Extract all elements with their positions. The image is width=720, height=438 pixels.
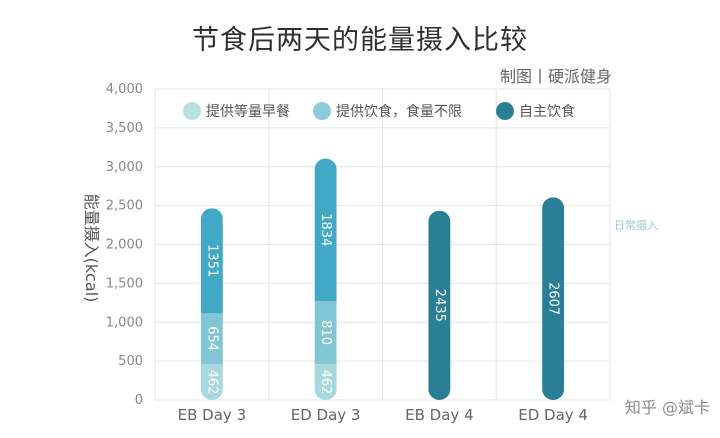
data-label: 2607 <box>546 282 561 315</box>
chart-credit: 制图丨硬派健身 <box>499 67 612 86</box>
legend-label: 提供饮食，食量不限 <box>336 103 462 120</box>
bar-segment <box>542 197 565 400</box>
bar-group <box>200 208 223 400</box>
bar-segment <box>200 364 223 400</box>
y-tick-label: 1,000 <box>106 315 143 330</box>
legend-label: 提供等量早餐 <box>206 103 290 120</box>
bar-group <box>314 158 337 400</box>
data-label: 462 <box>204 370 219 395</box>
legend-marker <box>183 102 201 120</box>
reference-line-label: 日常摄入 <box>614 218 658 232</box>
y-tick-label: 1,500 <box>106 276 143 291</box>
y-tick-label: 0 <box>135 393 143 408</box>
bar-segment <box>314 364 337 400</box>
y-axis-label: 能量摄入(kcal) <box>82 194 101 303</box>
bar-group <box>428 210 451 400</box>
data-label: 462 <box>318 370 333 395</box>
y-tick-label: 4,000 <box>106 82 143 97</box>
y-tick-label: 500 <box>118 354 143 369</box>
bar-group <box>542 197 565 400</box>
data-label: 1351 <box>204 244 219 277</box>
data-label: 654 <box>204 326 219 351</box>
data-label: 810 <box>318 320 333 345</box>
y-tick-label: 2,000 <box>106 238 143 253</box>
data-label: 2435 <box>432 289 447 322</box>
x-tick-label: EB Day 3 <box>178 406 246 424</box>
y-tick-label: 3,000 <box>106 160 143 175</box>
bar-segment <box>314 301 337 365</box>
watermark: 知乎 @斌卡 <box>624 398 710 417</box>
x-tick-label: ED Day 4 <box>518 406 588 424</box>
bar-segment <box>200 208 223 314</box>
bar-segment <box>200 313 223 365</box>
legend-label: 自主饮食 <box>519 103 575 120</box>
chart-title: 节食后两天的能量摄入比较 <box>192 25 528 56</box>
legend-marker <box>496 102 514 120</box>
y-tick-label: 2,500 <box>106 199 143 214</box>
bar-segment <box>314 158 337 302</box>
data-label: 1834 <box>318 213 333 246</box>
legend-marker <box>313 102 331 120</box>
x-tick-label: ED Day 3 <box>291 406 361 424</box>
y-tick-label: 3,500 <box>106 121 143 136</box>
bar-segment <box>428 210 451 400</box>
x-tick-label: EB Day 4 <box>405 406 473 424</box>
